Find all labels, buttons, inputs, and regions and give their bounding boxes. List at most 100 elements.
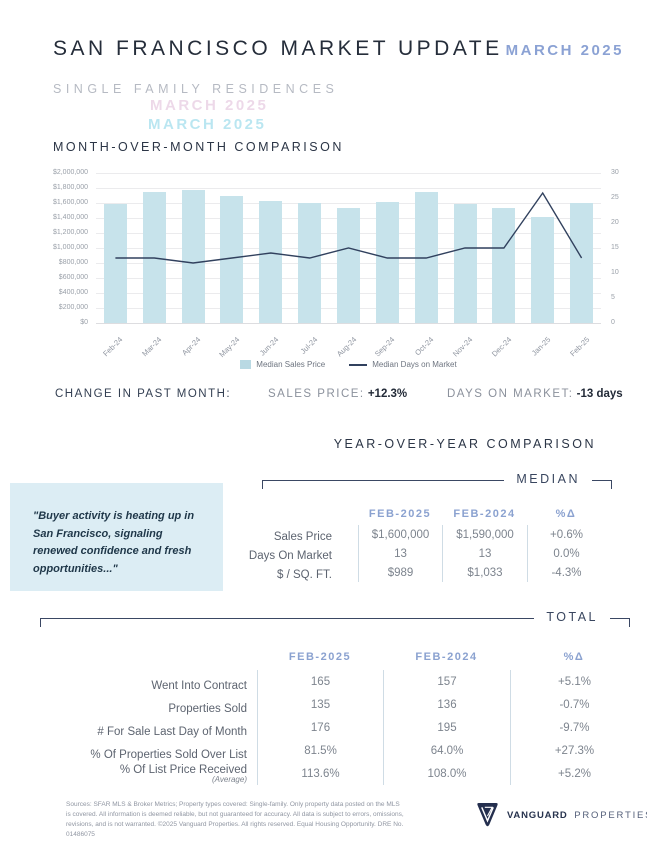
table-value: 64.0% [383,739,510,762]
x-axis-label: Feb-24 [101,335,125,359]
x-axis-label: Jun-24 [257,335,281,358]
vanguard-properties-logo: VANGUARD PROPERTIES [476,802,647,828]
left-axis: $2,000,000 $1,800,000 $1,600,000 $1,400,000… [38,169,88,326]
row-label: Went Into Contract [40,670,257,693]
left-axis-tick: $200,000 [58,304,88,311]
chart-legend: Median Sales Price Median Days on Market [96,360,601,369]
table-value: -4.3% [527,563,605,582]
left-axis-tick: $600,000 [58,274,88,281]
bar-nov-24 [453,203,477,323]
column-header: FEB-2025 [288,651,352,663]
left-axis-tick: $1,400,000 [52,214,88,221]
median-price-days-chart: $2,000,000 $1,800,000 $1,600,000 $1,400,000… [38,160,623,382]
table-value: 13 [442,544,527,563]
ghost-watermark: MARCH 2025 [148,116,267,133]
table-value: 108.0% [383,762,510,785]
left-axis-tick: $0 [80,319,88,326]
row-label: # For Sale Last Day of Month [40,716,257,739]
table-corner [40,644,257,670]
grid-line [96,203,601,204]
table-value: +5.2% [510,762,638,785]
x-axis-label: Apr-24 [180,335,203,358]
left-axis-tick: $1,600,000 [52,199,88,206]
right-axis-tick: 10 [611,269,619,276]
table-value: $1,033 [442,563,527,582]
x-axis-label: Jul-24 [298,335,320,356]
legend-item-sales-price: Median Sales Price [240,360,325,369]
total-bracket-label: TOTAL [546,610,598,624]
change-in-past-month-label: CHANGE IN PAST MONTH: [55,388,232,400]
table-value: 135 [257,693,383,716]
right-axis: 30 25 20 15 10 5 0 [611,169,631,326]
right-axis-tick: 0 [611,319,615,326]
row-label: Properties Sold [40,693,257,716]
table-value: +27.3% [510,739,638,762]
x-axis-label: Oct-24 [413,335,436,358]
row-label-text: % Of List Price Received [119,763,247,776]
report-subtitle: SINGLE FAMILY RESIDENCES [53,82,339,96]
bracket-line [592,480,612,489]
ghost-watermark: MARCH 2025 [150,97,269,114]
left-axis-tick: $800,000 [58,259,88,266]
x-axis-label: May-24 [217,335,242,360]
row-label: $ / SQ. FT. [225,563,358,582]
row-label-text: $ / SQ. FT. [277,569,332,582]
table-value: 165 [257,670,383,693]
x-axis-label: Aug-24 [334,335,358,359]
x-axis-label: Sep-24 [373,335,397,359]
left-axis-tick: $2,000,000 [52,169,88,176]
table-value: -9.7% [510,716,638,739]
table-value: $989 [358,563,442,582]
table-value: +0.6% [527,525,605,544]
bar-jan-25 [531,216,555,323]
column-header: FEB-2024 [415,651,478,663]
column-header: %Δ [555,508,577,520]
page-title: SAN FRANCISCO MARKET UPDATE [53,37,503,60]
column-header: %Δ [563,651,585,663]
legend-label: Median Days on Market [372,360,457,369]
line-swatch-icon [349,363,368,366]
row-label-text: # For Sale Last Day of Month [97,726,247,739]
row-label: % Of List Price Received (Average) [40,762,257,785]
bar-jul-24 [298,203,322,323]
right-axis-tick: 25 [611,194,619,201]
x-axis-label: Jan-25 [529,335,553,358]
bracket-line [610,618,630,627]
table-value: 195 [383,716,510,739]
bar-may-24 [220,196,244,323]
right-axis-tick: 5 [611,294,615,301]
plot-area: Feb-24 Mar-24 Apr-24 May-24 Jun-24 Jul-24 Aug-… [96,173,601,359]
bracket-line [40,618,535,627]
total-bracket: TOTAL [40,610,630,632]
grid-line [96,188,601,189]
market-quote-box: "Buyer activity is heating up in San Fra… [10,483,223,591]
table-value: -0.7% [510,693,638,716]
legend-label: Median Sales Price [256,360,326,369]
bar-feb-24 [103,203,127,323]
sales-price-change-value: +12.3% [367,388,408,400]
bar-jun-24 [259,200,283,323]
table-value: $1,590,000 [442,525,527,544]
row-label: Sales Price [225,525,358,544]
change-sales-price: SALES PRICE: +12.3% [268,388,408,400]
bar-sep-24 [375,202,399,323]
change-days-on-market: DAYS ON MARKET: -13 days [447,388,623,400]
disclaimer-text: Sources: SFAR MLS & Broker Metrics; Prop… [66,801,404,839]
table-value: 136 [383,693,510,716]
bracket-line [262,480,505,489]
row-label: % Of Properties Sold Over List [40,739,257,762]
x-axis-label: Dec-24 [489,335,514,359]
report-month: MARCH 2025 [505,42,624,59]
table-value: +5.1% [510,670,638,693]
column-header: FEB-2024 [453,508,516,520]
table-value: 113.6% [257,762,383,785]
row-label-text: Properties Sold [168,703,247,716]
right-axis-tick: 15 [611,244,619,251]
column-header: FEB-2025 [368,508,432,520]
vanguard-shield-icon [477,803,498,827]
x-axis-label: Feb-25 [567,335,591,359]
left-axis-tick: $1,800,000 [52,184,88,191]
legend-item-days-on-market: Median Days on Market [349,360,457,369]
median-bracket: MEDIAN [262,472,612,494]
left-axis-tick: $1,000,000 [52,244,88,251]
